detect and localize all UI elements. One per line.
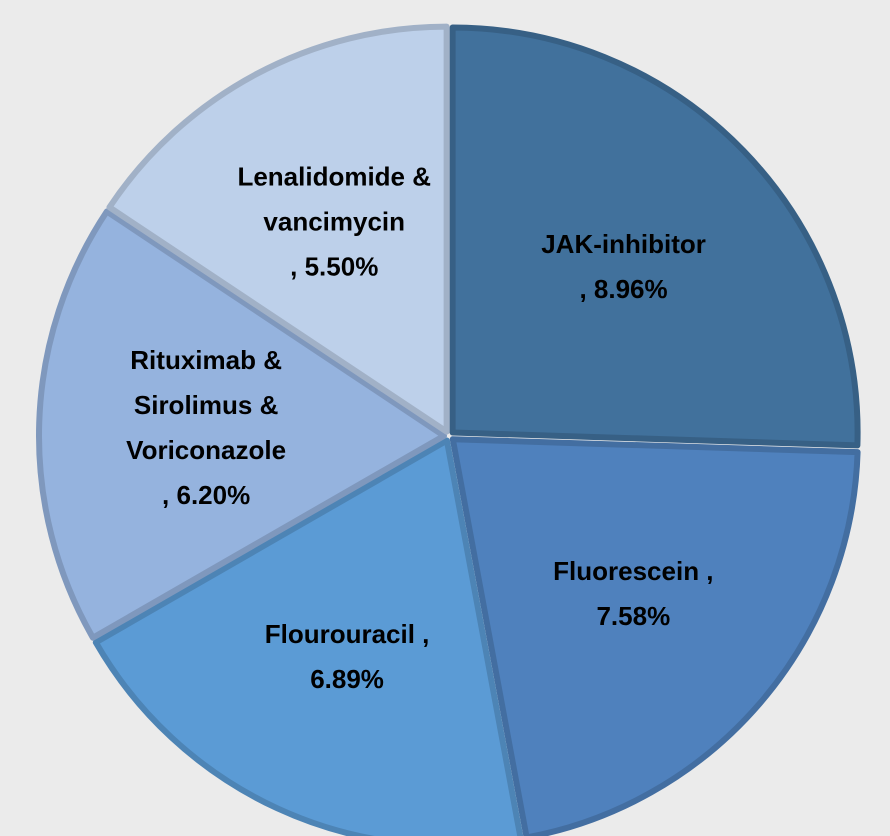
category-label: JAK-inhibitor	[541, 228, 706, 259]
category-label: Flourouracil ,	[264, 618, 430, 649]
slice-label: JAK-inhibitor , 8.96%	[509, 222, 739, 312]
category-label: Fluorescein ,	[553, 556, 714, 587]
pie-slice	[36, 208, 448, 641]
slice-label: Flourouracil , 6.89%	[232, 612, 462, 702]
pie-slice	[92, 437, 524, 836]
value-label: , 8.96%	[579, 273, 668, 304]
category-label: Rituximab & Sirolimus & Voriconazole	[126, 345, 287, 466]
pie-slice	[449, 436, 861, 836]
value-label: 7.58%	[596, 601, 671, 632]
slice-label: Lenalidomide & vancimycin , 5.50%	[219, 154, 449, 289]
category-label: Lenalidomide & vancimycin	[237, 161, 432, 237]
value-label: 6.89%	[310, 663, 384, 694]
value-label: , 6.20%	[162, 480, 251, 511]
pie-slice	[449, 24, 861, 449]
slice-label: Fluorescein , 7.58%	[518, 549, 748, 639]
value-label: , 5.50%	[290, 251, 379, 282]
pie-slice	[106, 23, 450, 435]
slice-label: Rituximab & Sirolimus & Voriconazole , 6.…	[91, 338, 321, 518]
